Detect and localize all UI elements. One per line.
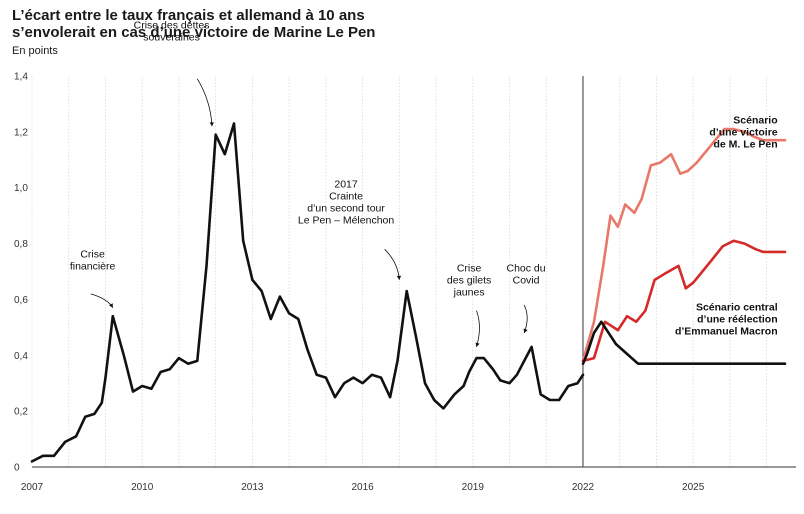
y-tick-label: 0,4	[14, 351, 28, 362]
annotation-text: d’une réélection	[697, 314, 778, 326]
x-tick-label: 2013	[241, 482, 264, 493]
annotation-text: d’une victoire	[709, 126, 777, 138]
annotation-text: Le Pen – Mélenchon	[298, 215, 394, 227]
x-tick-label: 2025	[682, 482, 705, 493]
annotation-arrowhead	[396, 275, 402, 280]
chart-title: L’écart entre le taux français et allema…	[12, 7, 532, 41]
grid	[31, 76, 768, 467]
annotation-arrow	[476, 310, 480, 348]
annotation-arrow	[384, 248, 400, 280]
annotation-text: Crainte	[329, 191, 363, 203]
annotation-arrow	[196, 78, 213, 127]
annotation-text: Covid	[513, 275, 540, 287]
annotation-arrowhead	[523, 328, 528, 333]
annotation-text: Scénario	[733, 114, 777, 126]
annotation-text: de M. Le Pen	[713, 138, 777, 150]
annotation-text: 2017	[334, 179, 358, 191]
y-tick-label: 1,4	[14, 72, 28, 83]
y-tick-label: 0,8	[14, 239, 28, 250]
annotation-text: Crise	[457, 263, 482, 275]
annotation-text: souveraines	[143, 32, 200, 44]
annotation-text: financière	[70, 261, 116, 273]
series-lines	[30, 122, 787, 463]
y-tick-label: 0	[14, 463, 20, 474]
annotation-text: des gilets	[447, 275, 491, 287]
annotation-text: jaunes	[453, 287, 485, 299]
annotation-arrow	[523, 304, 528, 334]
x-tick-label: 2019	[462, 482, 485, 493]
y-tick-label: 0,2	[14, 407, 28, 418]
annotation-arrowhead	[475, 342, 480, 347]
y-tick-label: 0,6	[14, 295, 28, 306]
annotation-text: Scénario central	[696, 302, 778, 314]
annotation-text: Crise des dettes	[134, 20, 210, 32]
series-line-0	[30, 122, 585, 463]
annotation-arrowhead	[108, 303, 113, 308]
x-tick-label: 2007	[21, 482, 44, 493]
series-line-3	[581, 127, 787, 363]
annotation-text: d’un second tour	[307, 203, 385, 215]
unit-label: En points	[12, 45, 58, 57]
annotation-text: Crise	[80, 249, 105, 261]
y-tick-label: 1,0	[14, 183, 28, 194]
y-tick-label: 1,2	[14, 127, 28, 138]
chart-title-line-1: L’écart entre le taux français et allema…	[12, 7, 365, 24]
axes: 0 0,2 0,4 0,6 0,8 1,0 1,2 1,4 2007 2010 2013 2016 20…	[14, 72, 796, 493]
series-line-1	[581, 320, 787, 365]
x-tick-label: 2022	[572, 482, 595, 493]
annotation-arrowhead	[209, 122, 214, 127]
x-tick-label: 2010	[131, 482, 154, 493]
annotation-text: Choc du	[506, 263, 545, 275]
series-line-2	[581, 239, 787, 363]
annotation-text: d’Emmanuel Macron	[675, 326, 778, 338]
chart-title-line-2: s’envolerait en cas d’une victoire de Ma…	[12, 24, 376, 41]
x-tick-label: 2016	[351, 482, 374, 493]
